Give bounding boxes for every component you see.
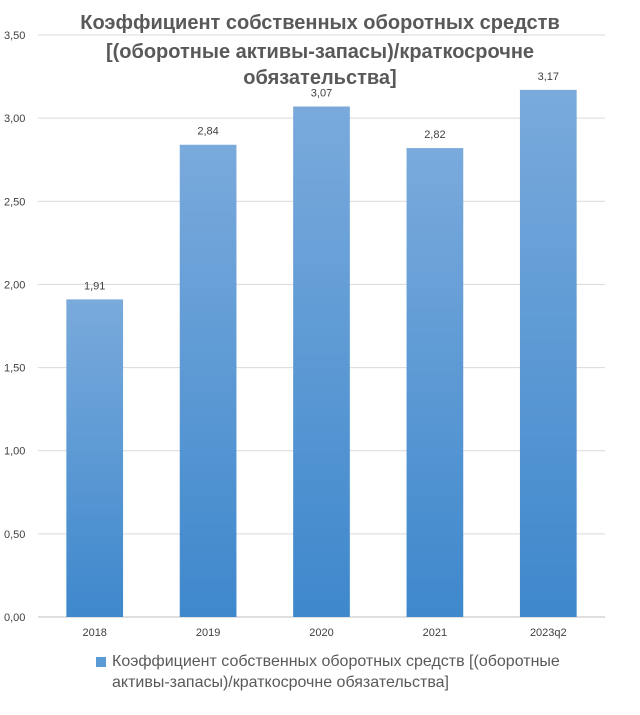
x-tick-label: 2021	[423, 627, 447, 639]
bar-2020	[293, 106, 350, 617]
x-tick-label: 2019	[196, 627, 220, 639]
data-label-2019: 2,84	[197, 126, 218, 138]
x-tick-label: 2018	[82, 627, 106, 639]
x-tick-label: 2023q2	[530, 627, 567, 639]
data-labels: 1,91 2,84 3,07 2,82 3,17	[84, 71, 559, 293]
y-tick-label: 2,00	[4, 279, 25, 291]
legend-label: Коэффициент собственных оборотных средст…	[112, 653, 560, 691]
bars	[66, 89, 577, 618]
bar-2021	[406, 148, 464, 617]
data-label-2021: 2,82	[424, 129, 445, 141]
bar-2019	[179, 144, 237, 617]
y-axis-ticks: 0,00 0,50 1,00 1,50 2,00 2,50 3,00 3,50	[4, 30, 25, 624]
legend: Коэффициент собственных оборотных средст…	[96, 651, 616, 693]
data-label-2023q2: 3,17	[538, 71, 559, 83]
data-label-2020: 3,07	[311, 88, 332, 100]
chart-title: Коэффициент собственных оборотных средст…	[80, 12, 560, 89]
legend-swatch	[96, 657, 106, 667]
y-tick-label: 3,00	[4, 113, 25, 125]
y-tick-label: 0,50	[4, 529, 25, 541]
data-label-2018: 1,91	[84, 280, 105, 292]
bar-2018	[66, 299, 124, 617]
y-tick-label: 0,00	[4, 612, 25, 624]
y-tick-label: 3,50	[4, 30, 25, 42]
y-tick-label: 1,00	[4, 446, 25, 458]
chart-title-line-1: Коэффициент собственных оборотных средст…	[80, 12, 560, 34]
chart-title-line-2: [(оборотные активы-запасы)/краткосрочне	[106, 41, 534, 63]
x-tick-label: 2020	[309, 627, 333, 639]
y-tick-label: 2,50	[4, 196, 25, 208]
x-axis-ticks: 2018 2019 2020 2021 2023q2	[82, 627, 566, 639]
chart-title-line-3: обязательства]	[243, 67, 396, 89]
bar-2023q2	[519, 89, 577, 618]
y-tick-label: 1,50	[4, 363, 25, 375]
